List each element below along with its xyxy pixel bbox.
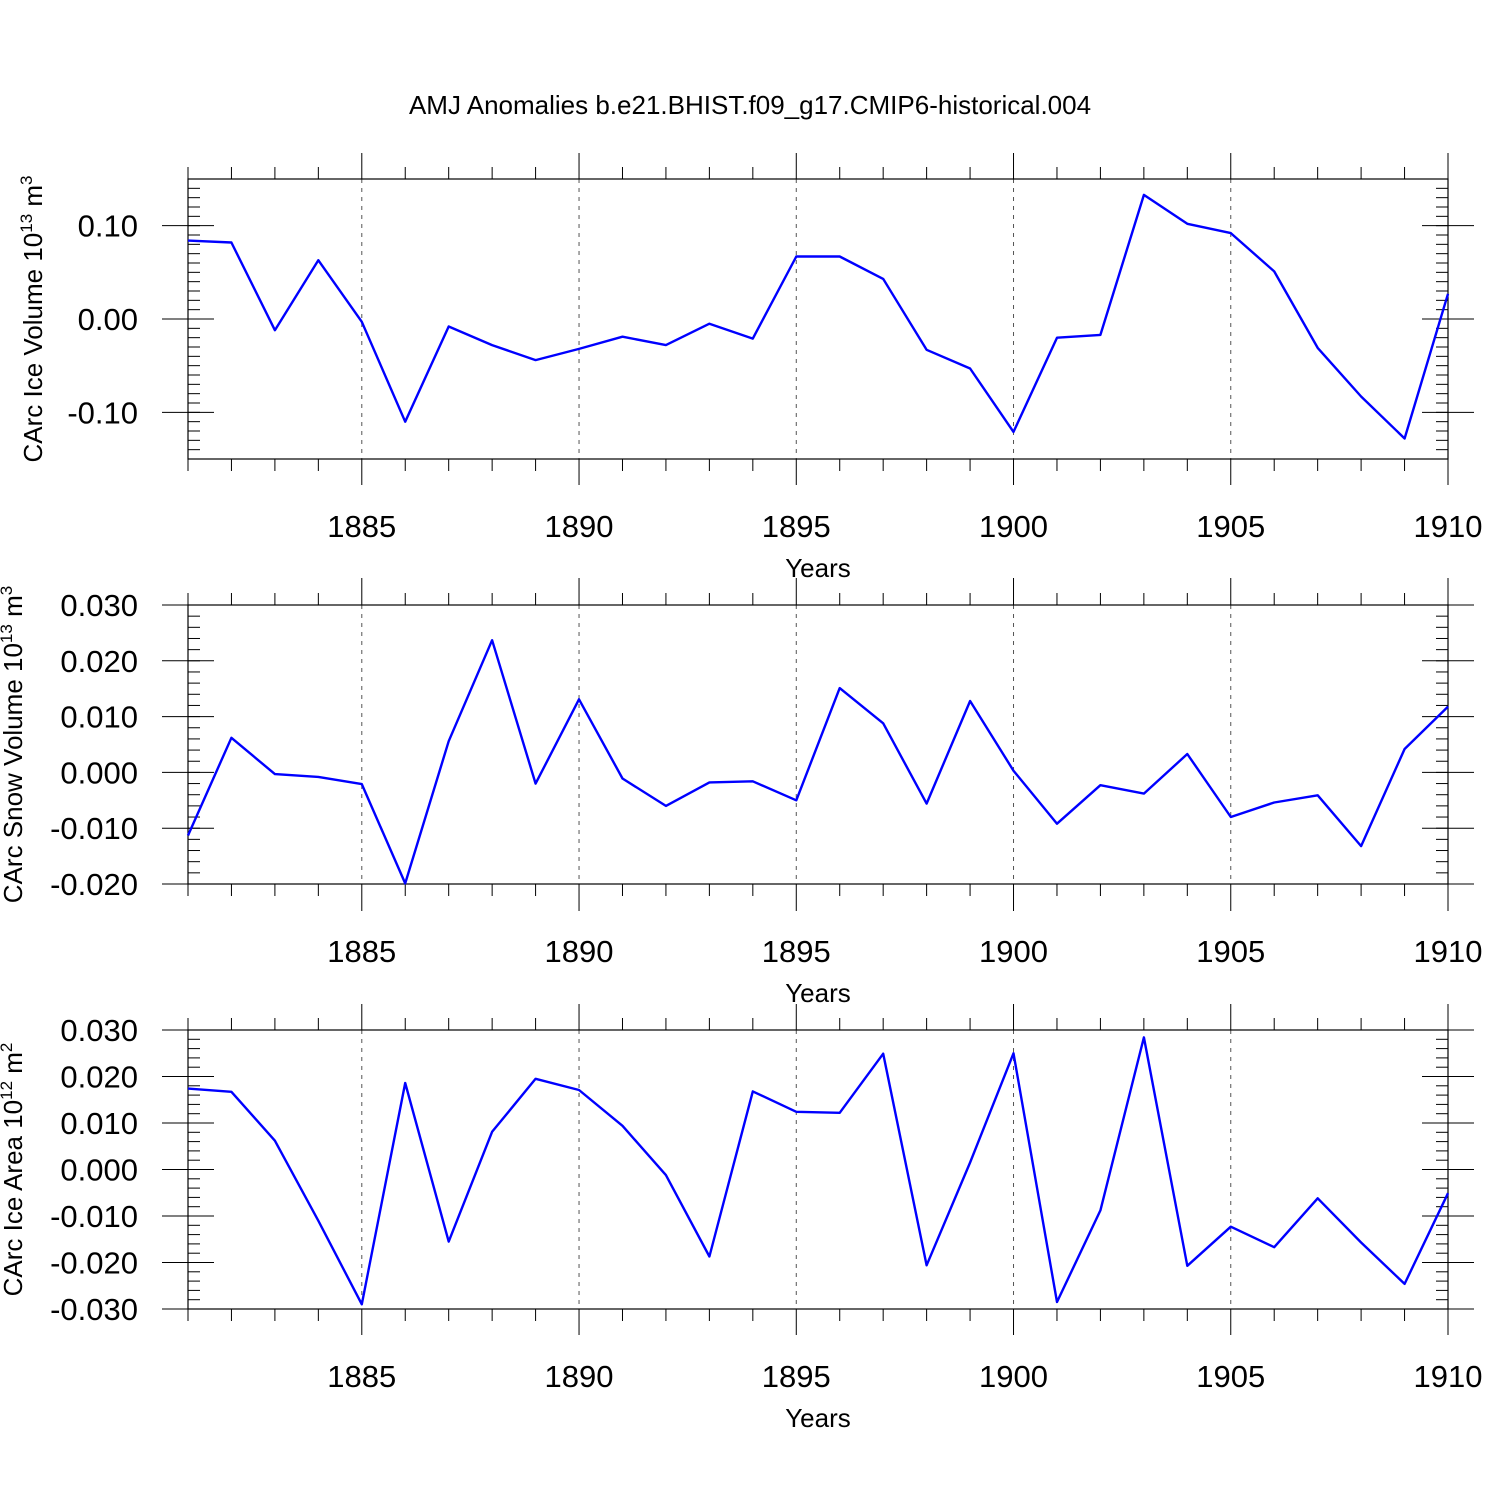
x-tick-label: 1895 (762, 509, 831, 544)
chart-panel-1: -0.10 0.00 0.10 1885 1890 1895 1900 1905 1910 Yea… (17, 153, 1482, 583)
y-axis-label-unit-exponent: 2 (0, 1043, 16, 1052)
x-tick-label: 1900 (979, 509, 1048, 544)
y-axis-label-unit: m (18, 185, 48, 214)
y-axis-label-unit-exponent: 3 (0, 586, 16, 595)
x-tick-label: 1910 (1414, 1359, 1483, 1394)
x-tick-label: 1890 (545, 509, 614, 544)
y-axis-label: CArc Ice Area 1012 m2 (0, 1043, 28, 1297)
series-line (187, 193, 1450, 440)
series-line (186, 639, 1449, 885)
y-axis-label-exponent: 12 (0, 1081, 16, 1100)
x-tick-label: 1885 (327, 1359, 396, 1394)
x-tick-label: 1905 (1196, 1359, 1265, 1394)
y-axis-label-exponent: 13 (17, 214, 36, 233)
y-axis-label-text: CArc Ice Area 10 (0, 1100, 28, 1297)
y-tick-label: -0.030 (50, 1292, 138, 1327)
y-tick-label: 0.00 (78, 302, 138, 337)
y-tick-label: -0.020 (50, 1246, 138, 1281)
x-tick-label: 1885 (327, 934, 396, 969)
y-tick-label: 0.030 (60, 1013, 138, 1048)
plot-frame (187, 178, 1449, 460)
x-axis-label: Years (785, 978, 851, 1008)
y-tick-label: -0.10 (67, 395, 138, 430)
y-tick-label: -0.010 (50, 811, 138, 846)
y-tick-label: 0.010 (60, 1106, 138, 1141)
x-tick-label: 1910 (1414, 934, 1483, 969)
plot-frame (187, 1029, 1449, 1310)
y-tick-label: -0.020 (50, 867, 138, 902)
y-axis-label: CArc Snow Volume 1013 m3 (0, 586, 28, 903)
y-axis-label-unit-exponent: 3 (17, 175, 36, 184)
series-line (187, 1036, 1450, 1306)
y-axis-label-exponent: 13 (0, 624, 16, 643)
y-tick-label: 0.020 (60, 1060, 138, 1095)
x-tick-label: 1900 (979, 934, 1048, 969)
chart-panel-3: -0.030 -0.020 -0.010 0.000 0.010 0.020 0.030 18… (0, 1004, 1482, 1433)
chart-panel-2: -0.020 -0.010 0.000 0.010 0.020 0.030 1885 1890… (0, 578, 1482, 1008)
y-axis-label-unit: m (0, 595, 28, 624)
y-tick-label: 0.010 (60, 700, 138, 735)
y-axis-label-text: CArc Snow Volume 10 (0, 643, 28, 903)
y-axis-label-unit: m (0, 1052, 28, 1081)
y-tick-label: 0.020 (60, 644, 138, 679)
x-tick-label: 1890 (545, 934, 614, 969)
y-tick-label: 0.000 (60, 1153, 138, 1188)
x-axis-label: Years (785, 1403, 851, 1433)
y-tick-label: 0.000 (60, 755, 138, 790)
x-tick-label: 1890 (545, 1359, 614, 1394)
y-axis-label-text: CArc Ice Volume 10 (18, 233, 48, 463)
x-tick-label: 1885 (327, 509, 396, 544)
x-tick-label: 1905 (1196, 934, 1265, 969)
y-tick-label: -0.010 (50, 1199, 138, 1234)
x-tick-label: 1895 (762, 934, 831, 969)
panels: -0.10 0.00 0.10 1885 1890 1895 1900 1905 1910 Yea… (0, 153, 1482, 1433)
x-tick-label: 1895 (762, 1359, 831, 1394)
figure-title: AMJ Anomalies b.e21.BHIST.f09_g17.CMIP6-… (409, 90, 1091, 120)
y-tick-label: 0.030 (60, 588, 138, 623)
plot-frame (187, 604, 1449, 885)
x-axis-label: Years (785, 553, 851, 583)
x-tick-label: 1910 (1414, 509, 1483, 544)
y-tick-label: 0.10 (78, 209, 138, 244)
x-tick-label: 1900 (979, 1359, 1048, 1394)
x-tick-label: 1905 (1196, 509, 1265, 544)
y-axis-label: CArc Ice Volume 1013 m3 (17, 175, 48, 462)
